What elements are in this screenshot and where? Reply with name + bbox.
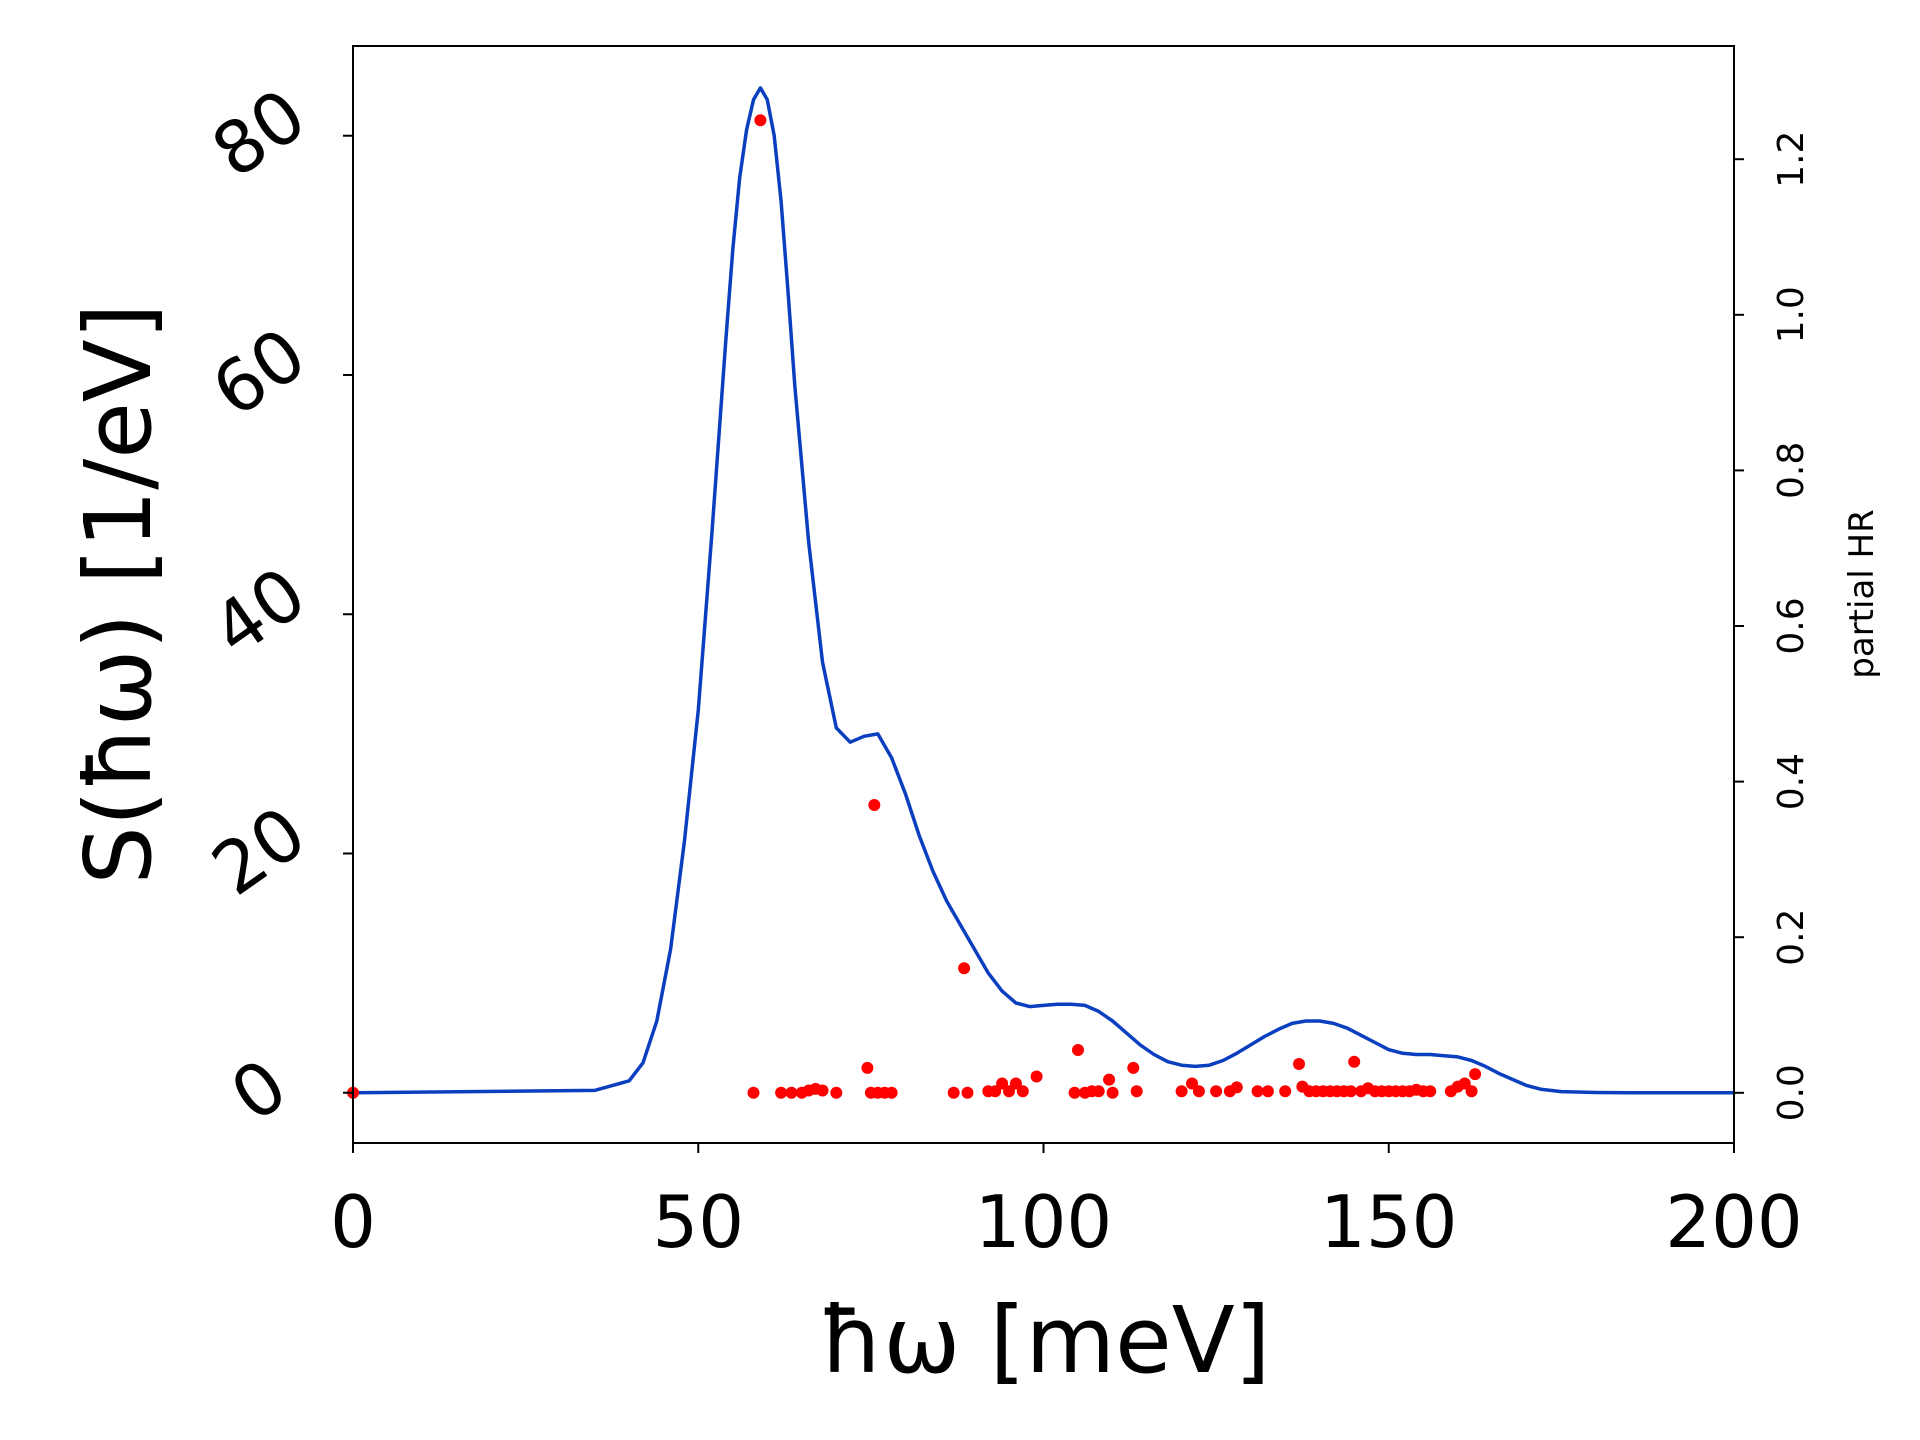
y2-tick-label: 1.0 [1771,286,1812,343]
y2-tick-label: 0.2 [1771,909,1812,966]
partial-hr-point [947,1086,960,1099]
partial-hr-point [861,1061,874,1074]
y2-axis-label: partial HR [1842,509,1882,678]
partial-hr-point [1251,1085,1264,1098]
partial-hr-point [1009,1077,1022,1090]
x-tick-label: 200 [1665,1180,1802,1264]
partial-hr-point [1186,1077,1198,1090]
y2-tick-label: 0.4 [1771,753,1812,810]
x-tick-label: 0 [330,1180,376,1264]
partial-hr-point [754,114,767,127]
partial-hr-point [816,1084,829,1097]
partial-hr-point [1348,1055,1361,1068]
partial-hr-point [1293,1058,1305,1070]
y2-tick-label: 1.2 [1771,131,1812,188]
partial-hr-point [830,1086,843,1099]
partial-hr-point [1458,1077,1471,1090]
partial-hr-point [1092,1085,1105,1098]
partial-hr-point [961,1086,974,1099]
partial-hr-point [1424,1085,1437,1098]
partial-hr-point [1465,1085,1478,1098]
partial-hr-point [1344,1085,1357,1098]
partial-hr-point [1192,1085,1205,1098]
partial-hr-point [1103,1073,1116,1086]
partial-hr-point [996,1077,1009,1090]
partial-hr-point [1469,1068,1482,1081]
partial-hr-point [1127,1061,1140,1074]
x-tick-label: 50 [652,1180,744,1264]
partial-hr-point [1068,1086,1081,1099]
y2-tick-label: 0.8 [1771,442,1812,499]
spectral-function-line [352,86,1734,1095]
partial-hr-point [885,1086,898,1099]
y2-tick-label: 0.6 [1771,597,1812,654]
y-axis-label: S(ħω) [1/eV] [65,303,172,884]
partial-hr-point [1130,1085,1143,1098]
partial-hr-point [1072,1044,1084,1056]
partial-hr-point [1261,1085,1274,1098]
partial-hr-point [1210,1085,1223,1098]
x-tick-label: 150 [1320,1180,1457,1264]
partial-hr-point [958,962,971,975]
partial-hr-point [868,799,881,811]
y2-tick-label: 0.0 [1771,1064,1812,1121]
partial-hr-point [1279,1085,1292,1098]
partial-hr-point [1175,1085,1188,1098]
partial-hr-point [1106,1086,1119,1099]
partial-hr-point [785,1086,798,1099]
partial-hr-point [1030,1070,1043,1083]
partial-hr-point [1003,1085,1015,1098]
partial-hr-point [775,1086,788,1099]
partial-hr-point [989,1085,1002,1098]
partial-hr-point [1230,1081,1243,1094]
x-axis-label: ħω [meV] [819,1287,1270,1394]
y-axis-right: 0.0 0.2 0.4 0.6 0.8 1.0 1.2 [1734,131,1812,1121]
x-axis: 0 50 100 150 200 [330,1143,1803,1264]
x-tick-label: 100 [975,1180,1112,1264]
plot-area [347,86,1734,1099]
partial-hr-point [747,1086,760,1099]
partial-hr-point [1016,1085,1029,1098]
